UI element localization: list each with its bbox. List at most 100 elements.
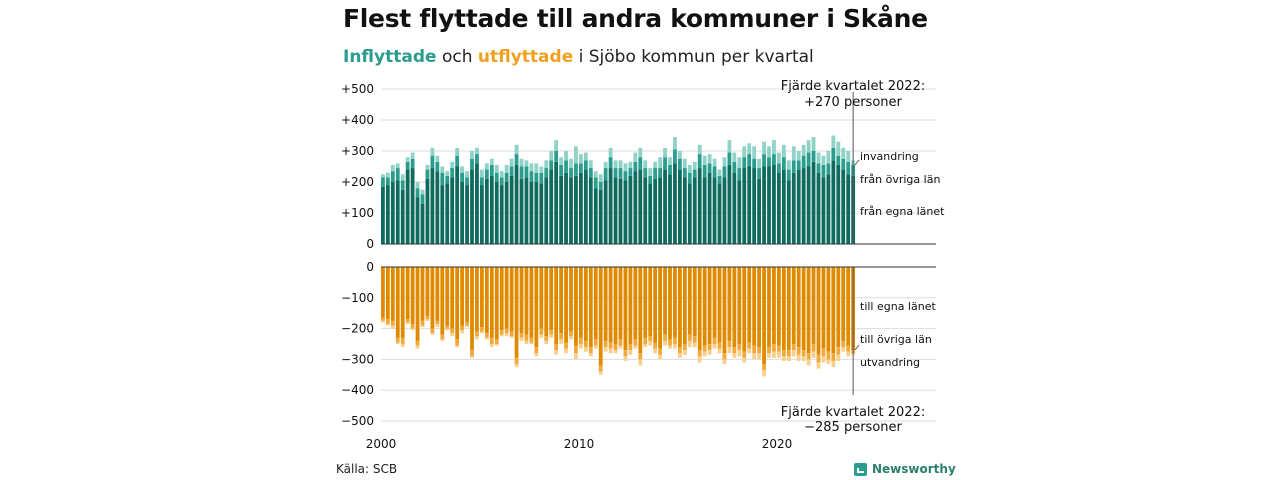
bar-in: [593, 177, 598, 189]
bar-in: [777, 172, 781, 244]
bar-out: [385, 323, 390, 326]
bar-in: [480, 185, 484, 244]
bar-in: [687, 183, 692, 244]
bar-in: [415, 182, 420, 189]
bar-in: [559, 175, 563, 244]
bar-out: [772, 344, 776, 352]
bar-out: [648, 267, 653, 337]
bar-in: [786, 160, 791, 170]
bar-out: [470, 267, 474, 351]
bar-out: [836, 347, 841, 355]
bar-in: [678, 169, 682, 244]
bar-in: [786, 180, 791, 244]
source-note: Källa: SCB: [336, 462, 398, 476]
bar-out: [658, 348, 662, 355]
bar-in: [450, 168, 455, 178]
bar-out: [702, 345, 707, 352]
bar-in: [381, 174, 385, 178]
bar-out: [435, 320, 440, 324]
bar-in: [638, 147, 643, 158]
bar-out: [638, 353, 643, 360]
bar-out: [539, 334, 544, 338]
bar-in: [470, 151, 474, 159]
annotation-bottom-line2: −285 personer: [804, 420, 902, 435]
bar-out: [475, 267, 479, 332]
bar-out: [430, 333, 435, 335]
bar-in: [702, 155, 707, 165]
bar-out: [786, 267, 791, 351]
bar-in: [811, 137, 816, 151]
bar-out: [712, 337, 717, 344]
bar-in: [781, 169, 786, 244]
bar-out: [791, 267, 796, 344]
bar-in: [762, 154, 766, 167]
bar-in: [628, 161, 633, 169]
bar-out: [445, 328, 450, 331]
bar-in: [470, 169, 474, 244]
chart-subtitle: Inflyttade och utflyttade i Sjöbo kommun…: [343, 47, 814, 67]
bar-in: [712, 158, 717, 167]
bar-out: [717, 267, 722, 343]
bar-out: [618, 339, 623, 346]
bar-out: [673, 337, 677, 344]
bar-in: [564, 151, 568, 161]
bar-out: [564, 348, 568, 354]
bar-out: [747, 348, 752, 354]
bar-out: [435, 267, 440, 321]
bar-out: [564, 267, 568, 343]
bar-in: [811, 151, 816, 162]
bar-in: [519, 166, 524, 179]
annotation-top-line2: +270 personer: [804, 95, 902, 110]
bar-in: [489, 158, 494, 165]
bar-in: [806, 166, 811, 244]
bar-in: [633, 152, 638, 162]
bar-in: [702, 177, 707, 244]
bar-out: [801, 350, 806, 357]
bar-out: [445, 325, 450, 329]
bar-out: [737, 350, 742, 357]
bar-out: [628, 344, 633, 351]
bar-out: [554, 344, 559, 351]
bar-out: [707, 350, 712, 355]
bar-out: [821, 356, 826, 363]
bar-in: [668, 157, 672, 165]
bar-out: [504, 328, 509, 334]
bar-in: [514, 164, 519, 244]
bar-in: [593, 188, 598, 244]
bar-in: [821, 155, 826, 165]
bar-in: [504, 172, 509, 182]
bar-in: [390, 164, 395, 172]
bar-out: [772, 267, 776, 344]
bar-out: [826, 351, 831, 360]
bar-out: [692, 342, 697, 348]
bar-out: [400, 267, 405, 338]
bar-in: [455, 166, 460, 244]
bar-out: [628, 267, 633, 344]
bar-in: [480, 169, 484, 178]
bar-in: [489, 175, 494, 244]
y-tick-label: −400: [341, 383, 374, 397]
bar-out: [400, 344, 405, 348]
bar-in: [836, 141, 841, 156]
bar-in: [554, 161, 559, 244]
bar-in: [623, 171, 628, 181]
bar-out: [450, 328, 455, 334]
bar-in: [831, 135, 836, 148]
bar-in: [415, 188, 420, 198]
bar-in: [692, 177, 697, 244]
bar-out: [494, 344, 499, 346]
bar-in: [549, 151, 554, 161]
bar-out: [796, 267, 801, 348]
bar-in: [643, 168, 648, 178]
bar-out: [593, 345, 598, 349]
bar-out: [811, 344, 816, 352]
bar-in: [534, 172, 539, 182]
bar-out: [514, 364, 519, 368]
bar-out: [519, 333, 524, 338]
bar-out: [791, 344, 796, 351]
bar-in: [846, 151, 851, 162]
bar-in: [801, 155, 806, 169]
bar-out: [653, 342, 658, 349]
bar-in: [727, 152, 732, 165]
bar-in: [618, 160, 623, 169]
